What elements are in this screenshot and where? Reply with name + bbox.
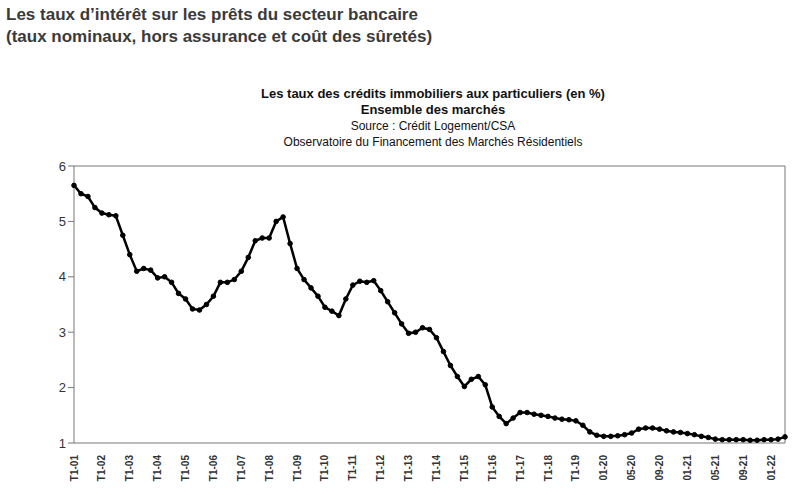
svg-text:T1-09: T1-09 [292,455,303,482]
svg-text:05-21: 05-21 [710,455,721,481]
svg-text:01-21: 01-21 [682,455,693,481]
svg-text:T1-04: T1-04 [152,455,163,482]
svg-text:09-20: 09-20 [654,455,665,481]
svg-text:T1-15: T1-15 [459,455,470,482]
svg-text:T1-10: T1-10 [319,455,330,482]
svg-text:T1-14: T1-14 [431,455,442,482]
svg-text:T1-12: T1-12 [375,455,386,482]
svg-text:T1-02: T1-02 [96,455,107,482]
svg-text:T1-05: T1-05 [180,455,191,482]
svg-text:5: 5 [59,214,66,229]
svg-text:T1-16: T1-16 [487,455,498,482]
svg-text:T1-06: T1-06 [208,455,219,482]
svg-text:T1-13: T1-13 [403,455,414,482]
svg-text:T1-03: T1-03 [124,455,135,482]
html-text:Source : Crédit Logement/CSA: Source : Crédit Logement/CSA [350,119,516,133]
svg-text:T1-07: T1-07 [236,455,247,482]
html-text:Observatoire du Financement de: Observatoire du Financement des Marchés … [283,135,583,149]
svg-text:T1-19: T1-19 [570,455,581,482]
svg-text:2: 2 [59,380,66,395]
svg-text:3: 3 [59,325,66,340]
svg-text:T1-17: T1-17 [515,455,526,482]
svg-text:1: 1 [59,436,66,451]
svg-text:09-21: 09-21 [738,455,749,481]
svg-text:T1-01: T1-01 [69,455,80,482]
svg-text:T1-18: T1-18 [543,455,554,482]
svg-text:05-20: 05-20 [626,455,637,481]
svg-text:01-20: 01-20 [598,455,609,481]
svg-text:6: 6 [59,159,66,174]
svg-text:01-22: 01-22 [766,455,777,481]
html-text:Ensemble des marchés: Ensemble des marchés [360,102,506,117]
svg-text:4: 4 [59,269,66,284]
html-text:Les taux des crédits immobilie: Les taux des crédits immobiliers aux par… [261,86,605,101]
svg-text:T1-08: T1-08 [264,455,275,482]
html-text:(taux nominaux, hors assurance: (taux nominaux, hors assurance et coût d… [6,27,433,46]
html-text:Les taux d’intérêt sur les prê: Les taux d’intérêt sur les prêts du sect… [6,5,418,24]
svg-text:T1-11: T1-11 [347,455,358,481]
